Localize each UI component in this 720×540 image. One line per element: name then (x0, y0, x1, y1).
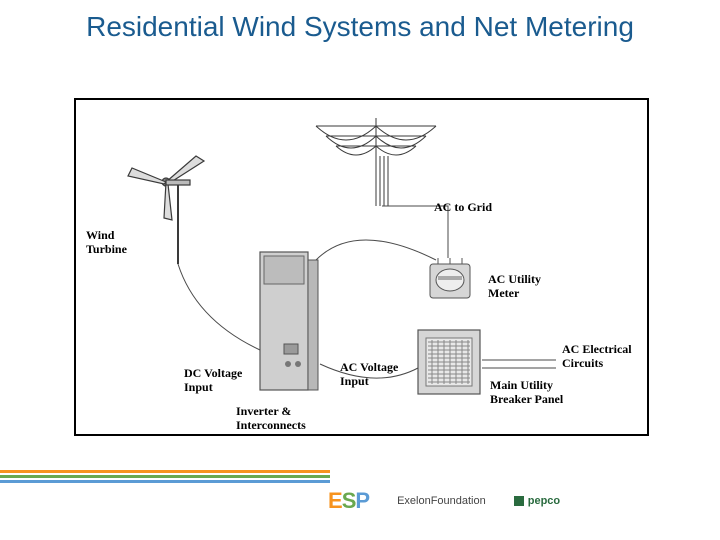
exelon-logo: ExelonFoundation (397, 495, 486, 507)
page-title: Residential Wind Systems and Net Meterin… (0, 0, 720, 50)
slide-footer: ESP ExelonFoundation pepco (0, 470, 720, 540)
footer-logos: ESP ExelonFoundation pepco (328, 488, 560, 514)
ac-voltage-label: AC Voltage Input (340, 360, 410, 389)
footer-stripes (0, 470, 330, 485)
breaker-label: Main Utility Breaker Panel (490, 378, 580, 407)
ac-circuits-label: AC Electrical Circuits (562, 342, 642, 371)
stripe-mid (0, 475, 330, 478)
stripe-bot (0, 480, 330, 483)
stripe-top (0, 470, 330, 473)
esp-logo: ESP (328, 488, 369, 514)
wind-turbine-label: Wind Turbine (86, 228, 146, 257)
pepco-logo: pepco (514, 495, 560, 507)
ac-utility-meter-label: AC Utility Meter (488, 272, 558, 301)
inverter-label: Inverter & Interconnects (236, 404, 336, 433)
ac-to-grid-label: AC to Grid (434, 200, 492, 214)
dc-voltage-label: DC Voltage Input (184, 366, 254, 395)
wind-system-diagram: Wind Turbine AC to Grid AC Utility Meter… (74, 98, 649, 436)
